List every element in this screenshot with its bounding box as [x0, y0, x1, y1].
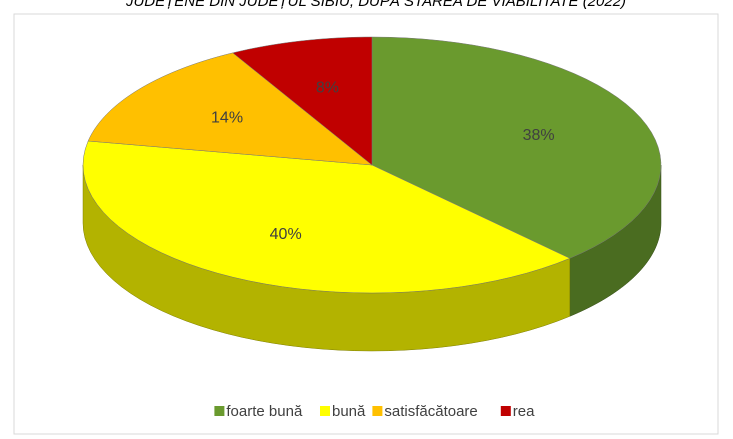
slice [371, 36, 662, 259]
legend-label: foarte bună [226, 403, 303, 420]
legend-label: rea [513, 403, 535, 420]
legend-swatch [320, 406, 330, 416]
slice [232, 36, 373, 166]
slice [87, 52, 373, 166]
chart-title: JUDEȚENE DIN JUDEȚUL SIBIU, DUPĂ STAREA … [125, 0, 626, 10]
data-label: 8% [316, 79, 339, 96]
slice [82, 140, 571, 294]
data-label: 14% [211, 110, 243, 127]
legend-swatch [500, 406, 511, 416]
data-label: 40% [270, 226, 302, 243]
legend-swatch [372, 406, 383, 416]
legend-label: bună [332, 403, 366, 420]
legend-label: satisfăcătoare [384, 403, 477, 420]
legend-swatch [214, 406, 225, 416]
data-label: 38% [523, 127, 555, 144]
